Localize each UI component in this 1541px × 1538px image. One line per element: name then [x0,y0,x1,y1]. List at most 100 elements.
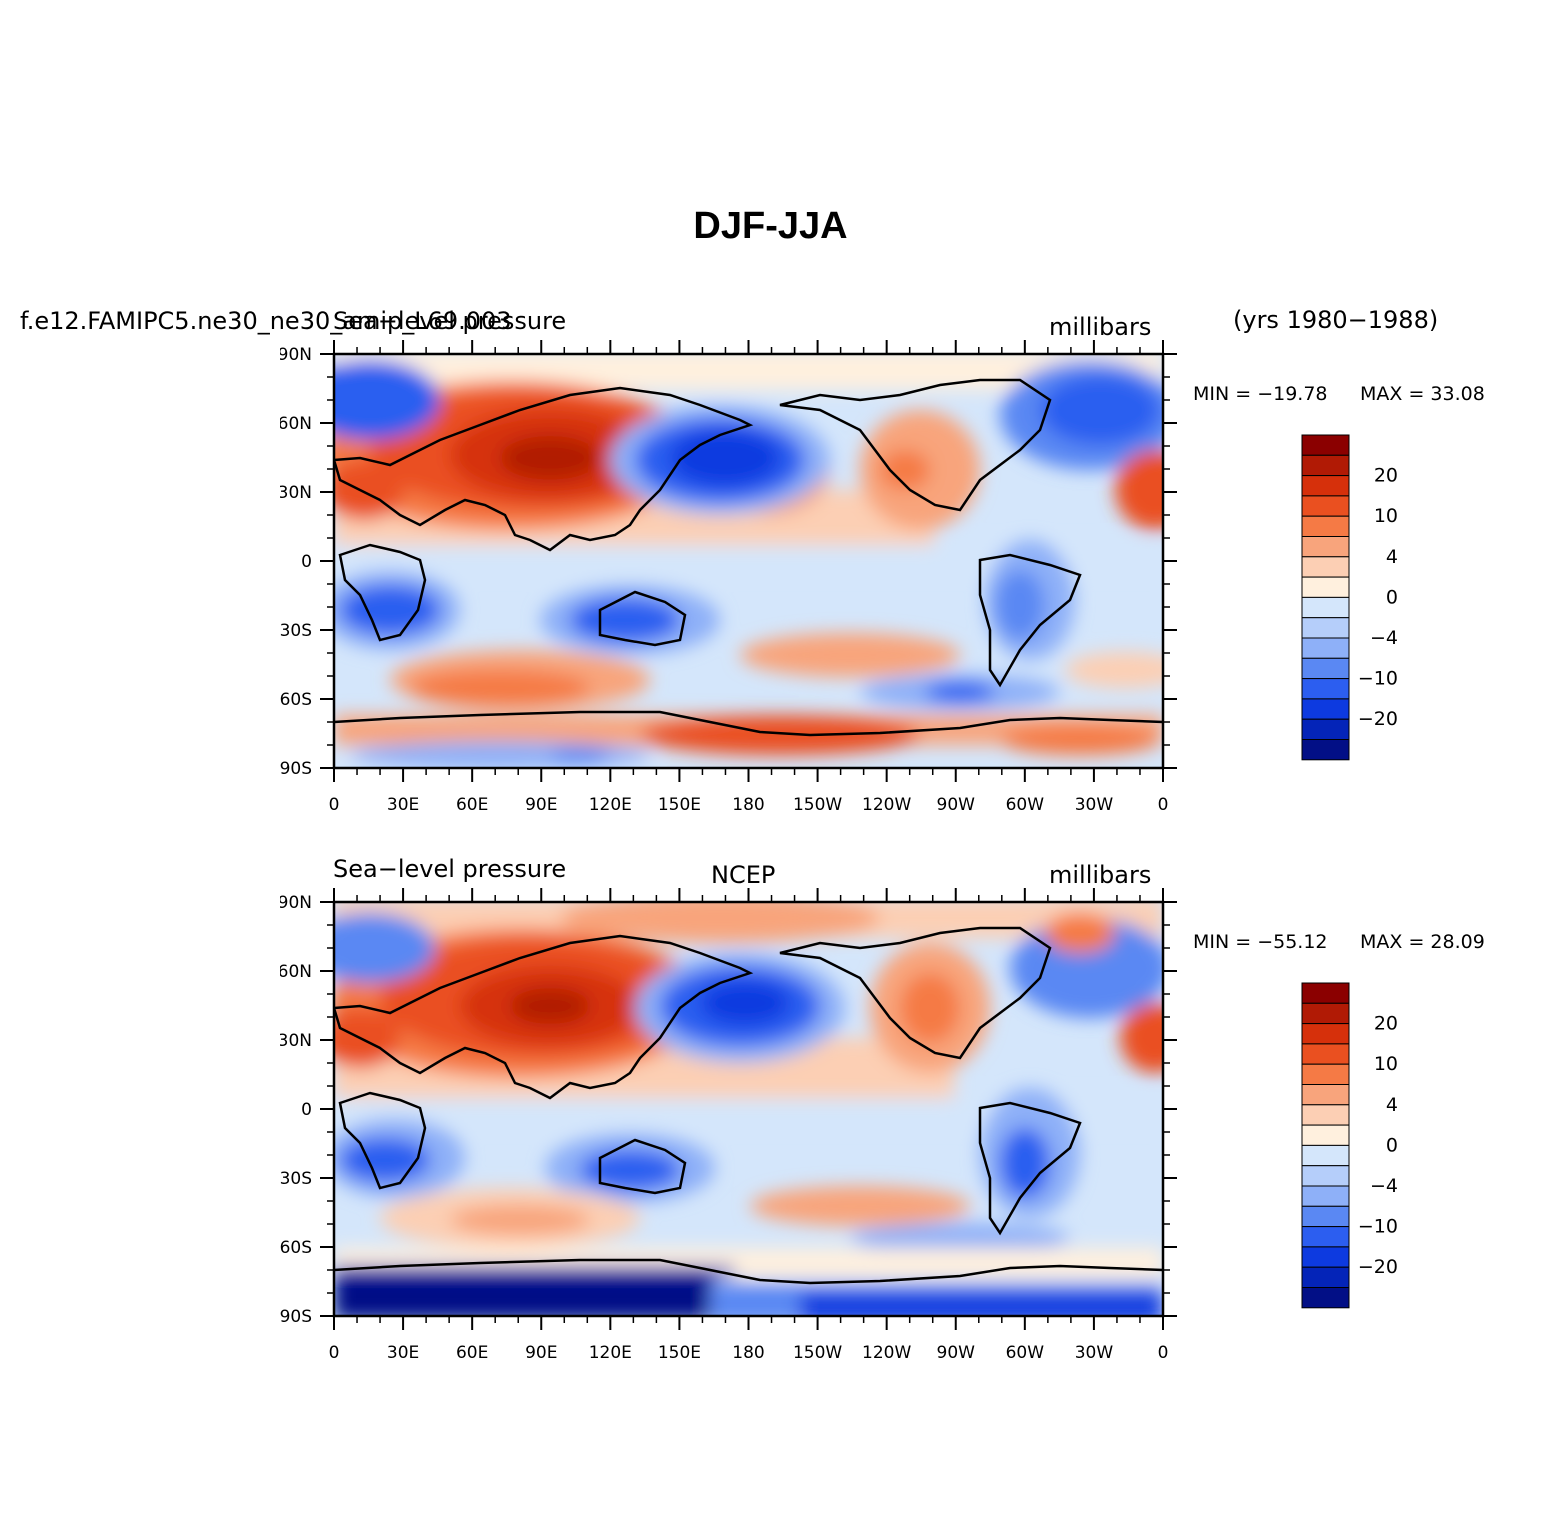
colorbar-swatch [1301,1226,1350,1248]
panel1-map: 90N 60N 30N 0 30S 60S 90S 0 30E 60E 90E 120E 150E 180… [280,340,1177,815]
lon-tick-label: 180 [732,1343,764,1363]
colorbar-swatch [1301,678,1350,700]
lon-tick-label: 150W [793,795,842,815]
colorbar-label: 4 [1386,1094,1398,1116]
lon-tick-label: 90W [937,795,976,815]
lon-tick-label: 150W [793,1343,842,1363]
colorbar-label: 10 [1374,1053,1398,1075]
colorbar-swatch [1301,698,1350,720]
colorbar-swatch [1301,1185,1350,1207]
colorbar-swatch [1301,1104,1350,1126]
panel2-coastlines [334,926,1163,1285]
lon-tick-label: 30E [387,1343,419,1363]
lon-tick-label: 60W [1006,795,1045,815]
colorbar-label: 4 [1386,546,1398,568]
lon-tick-label: 30E [387,795,419,815]
colorbar-swatch [1301,718,1350,741]
lat-tick-label: 0 [301,552,312,572]
lon-tick-label: 90E [525,795,557,815]
lat-tick-label: 60N [280,414,312,434]
colorbar-label: 0 [1386,1134,1398,1156]
lat-tick-label: 90S [280,759,312,779]
figure-title: DJF-JJA [693,205,848,247]
panel1-max-label: MAX = 33.08 [1360,383,1485,405]
colorbar-swatch [1301,454,1350,477]
colorbar-swatch [1301,1205,1350,1228]
lon-tick-label: 30W [1075,795,1114,815]
lat-tick-label: 30N [280,483,312,503]
lon-tick-label: 120E [589,795,632,815]
panel1-coastlines [334,378,1163,737]
lat-tick-label: 90S [280,1307,312,1327]
lon-tick-label: 90W [937,1343,976,1363]
panel1-colorbar: 20 10 4 0 −4 −10 −20 [1301,434,1398,761]
colorbar-swatch [1301,617,1350,639]
colorbar-label: −4 [1370,1175,1398,1197]
colorbar-swatch [1301,1023,1350,1045]
colorbar-swatch [1301,536,1350,558]
colorbar-label: −10 [1358,668,1398,690]
lon-tick-label: 0 [329,1343,340,1363]
lon-tick-label: 120E [589,1343,632,1363]
lon-tick-label: 150E [658,795,701,815]
colorbar-swatch [1301,495,1350,517]
lon-tick-label: 120W [862,795,911,815]
lon-tick-label: 120W [862,1343,911,1363]
panel1-case-label: f.e12.FAMIPC5.ne30_ne30_amip_L69.003 [20,307,512,335]
colorbar-swatch [1301,1063,1350,1085]
colorbar-label: −20 [1358,708,1398,730]
colorbar-swatch [1301,1002,1350,1025]
colorbar-swatch [1301,982,1350,1004]
panel2-map: 90N 60N 30N 0 30S 60S 90S 0 30E 60E 90E 120E 150E 180… [280,888,1177,1363]
lat-tick-label: 60S [280,690,312,710]
lat-tick-label: 90N [280,893,312,913]
panel1-variable-label: Sea−level pressure [333,307,567,335]
colorbar-swatch [1301,1165,1350,1187]
colorbar-label: −10 [1358,1216,1398,1238]
colorbar-label: −4 [1370,627,1398,649]
colorbar-label: 20 [1374,465,1398,487]
colorbar-swatch [1301,475,1350,497]
lon-tick-label: 90E [525,1343,557,1363]
lon-tick-label: 60E [456,795,488,815]
lat-tick-label: 60N [280,962,312,982]
colorbar-label: 20 [1374,1013,1398,1035]
colorbar-swatch [1301,1084,1350,1106]
panel2-ticks: 90N 60N 30N 0 30S 60S 90S 0 30E 60E 90E 120E 150E 180… [280,888,1177,1363]
panel2-max-label: MAX = 28.09 [1360,931,1485,953]
lat-tick-label: 30S [280,1169,312,1189]
colorbar-swatch [1301,1266,1350,1289]
panel2-colorbar: 20 10 4 0 −4 −10 −20 [1301,982,1398,1309]
lon-tick-label: 60W [1006,1343,1045,1363]
lon-tick-label: 0 [329,795,340,815]
colorbar-label: 0 [1386,586,1398,608]
colorbar-swatch [1301,1043,1350,1065]
colorbar-swatch [1301,434,1350,456]
panel2-units-label: millibars [1049,861,1152,889]
panel1-ticks: 90N 60N 30N 0 30S 60S 90S 0 30E 60E 90E 120E 150E 180… [280,340,1177,815]
colorbar-swatch [1301,556,1350,578]
lat-tick-label: 90N [280,345,312,365]
years-label: (yrs 1980−1988) [1233,306,1439,334]
lat-tick-label: 30N [280,1031,312,1051]
colorbar-label: −20 [1358,1256,1398,1278]
panel1-min-label: MIN = −19.78 [1193,383,1328,405]
colorbar-swatch [1301,1287,1350,1309]
lat-tick-label: 30S [280,621,312,641]
colorbar-swatch [1301,1124,1350,1146]
lon-tick-label: 30W [1075,1343,1114,1363]
panel2-dataset-label: NCEP [711,861,776,889]
lon-tick-label: 150E [658,1343,701,1363]
panel1-units-label: millibars [1049,313,1152,341]
panel2-pressure-field [334,902,1163,1316]
lon-tick-label: 0 [1158,795,1169,815]
panel2-min-label: MIN = −55.12 [1193,931,1328,953]
colorbar-swatch [1301,1144,1350,1167]
colorbar-swatch [1301,515,1350,537]
lat-tick-label: 0 [301,1100,312,1120]
lat-tick-label: 60S [280,1238,312,1258]
lon-tick-label: 180 [732,795,764,815]
colorbar-swatch [1301,739,1350,761]
panel1-pressure-field [334,354,1163,768]
colorbar-swatch [1301,576,1350,598]
